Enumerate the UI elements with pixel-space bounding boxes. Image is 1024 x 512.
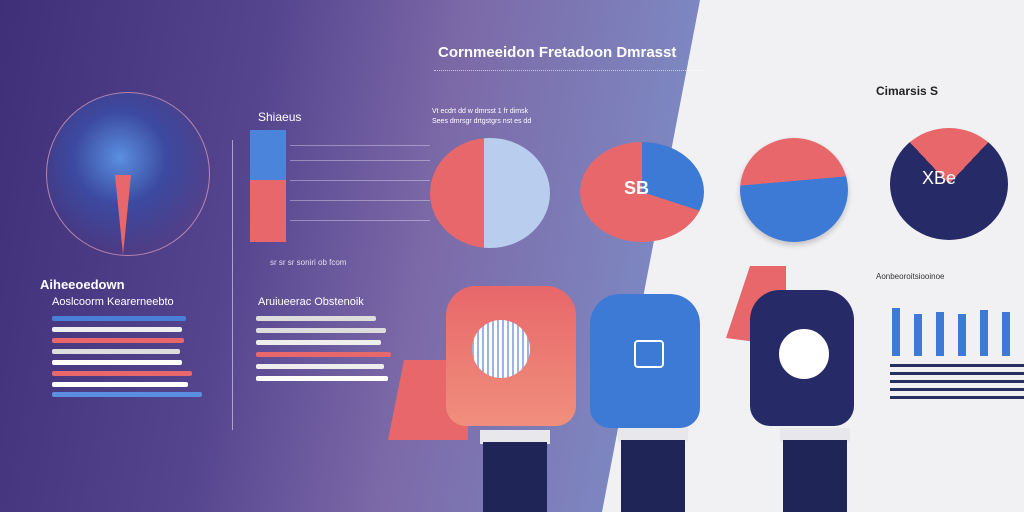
bar-coral bbox=[250, 180, 286, 242]
grid-line bbox=[290, 145, 430, 146]
progress-bar bbox=[52, 349, 180, 354]
pin-icon bbox=[115, 175, 131, 255]
hand-blue bbox=[590, 294, 700, 428]
table-lines bbox=[890, 364, 1024, 404]
bar bbox=[958, 314, 966, 356]
section-title: Aiheeoedown bbox=[40, 277, 125, 292]
progress-bar bbox=[52, 338, 184, 343]
progress-bar bbox=[52, 316, 186, 321]
globe-icon bbox=[472, 320, 530, 378]
page-title: Cornmeeidon Fretadoon Dmrasst bbox=[438, 44, 677, 61]
progress-bar bbox=[52, 392, 202, 397]
divider bbox=[434, 70, 704, 71]
progress-bar bbox=[52, 371, 192, 376]
section-subtitle: Aruiueerac Obstenoik bbox=[258, 296, 364, 308]
bar bbox=[1002, 312, 1010, 356]
lock-icon bbox=[634, 340, 664, 368]
progress-bar bbox=[52, 327, 182, 332]
sleeve bbox=[783, 440, 847, 512]
panel-title: Aonbeoroitsiooinoe bbox=[876, 272, 945, 281]
bar-blue bbox=[250, 130, 286, 180]
right-title: Cimarsis S bbox=[876, 84, 939, 98]
progress-bar bbox=[256, 340, 381, 345]
progress-bar bbox=[256, 364, 384, 369]
section-subtitle: Aoslcoorm Kearerneebto bbox=[52, 296, 174, 308]
sleeve bbox=[483, 442, 547, 512]
cuff bbox=[780, 428, 850, 442]
grid-line bbox=[290, 160, 430, 161]
header-subtitle: Sees dmrsgr drtgstgrs nst es dd bbox=[432, 118, 532, 125]
header-subtitle: Vt ecdrt dd w dmrsst 1 fr dimsk bbox=[432, 108, 529, 115]
pie-label: XBe bbox=[922, 168, 957, 188]
progress-bar bbox=[52, 360, 182, 365]
progress-bar bbox=[52, 382, 188, 387]
grid-line bbox=[290, 200, 430, 201]
bar bbox=[936, 312, 944, 356]
progress-bar bbox=[256, 352, 391, 357]
grid-line bbox=[290, 180, 430, 181]
pie-label: SB bbox=[624, 178, 650, 198]
legend-label: Shiaeus bbox=[258, 110, 302, 124]
bar bbox=[980, 310, 988, 356]
cuff bbox=[480, 430, 550, 444]
progress-bar bbox=[256, 376, 388, 381]
document-icon bbox=[776, 326, 832, 382]
progress-bar bbox=[256, 328, 386, 333]
pie-chart: XBe bbox=[890, 128, 1008, 240]
pie-chart bbox=[430, 138, 550, 248]
grid-line bbox=[290, 220, 430, 221]
pie-chart bbox=[740, 138, 848, 242]
bar-chart bbox=[888, 300, 1024, 360]
sleeve bbox=[621, 440, 685, 512]
pie-chart: SB bbox=[580, 142, 704, 242]
gradient-background bbox=[0, 0, 700, 512]
bar bbox=[892, 308, 900, 356]
axis-text: sr sr sr soniri ob fcom bbox=[270, 258, 347, 267]
progress-bar bbox=[256, 316, 376, 321]
bar bbox=[914, 314, 922, 356]
axis-line bbox=[232, 140, 233, 430]
cuff bbox=[618, 428, 688, 442]
